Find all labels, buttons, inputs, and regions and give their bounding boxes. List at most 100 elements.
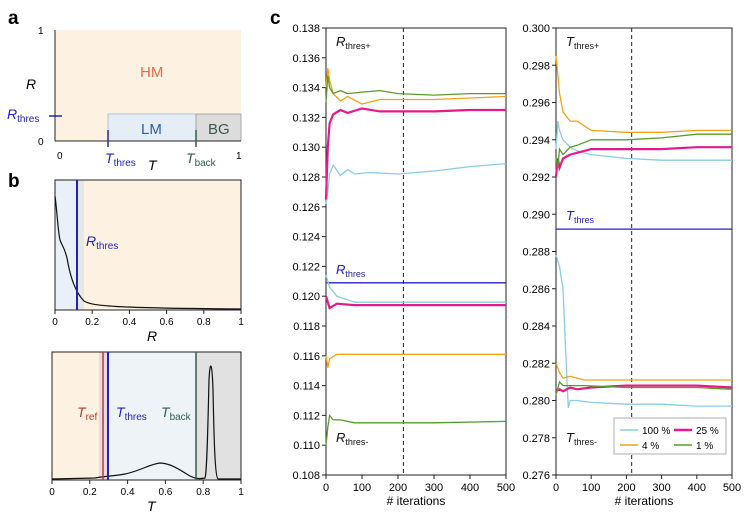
y-tick-label: 0.284 (522, 321, 550, 333)
t-distribution-curve (51, 365, 241, 480)
plot-frame (325, 27, 507, 476)
chart-right: 0.300 0.298 0.296 0.294 0.292 0.290 0.288 0.286… (522, 23, 741, 508)
rb-x-tick-label: 0.6 (160, 317, 174, 328)
tb-hm-region (52, 352, 103, 480)
x-tick-label: 100 (582, 482, 600, 494)
tthres-label: Tthres (105, 150, 136, 169)
series-line-lower (325, 413, 507, 446)
x-tick-label: 0 (323, 482, 329, 494)
rb-x-label: R (147, 328, 157, 344)
rb-rthres-label: Rthres (86, 233, 118, 252)
panel-label-a: a (8, 8, 19, 29)
y-tick-label: 0.114 (293, 381, 320, 393)
series-line-lower (555, 384, 733, 393)
r-distribution-curve (54, 195, 242, 310)
rb-x-tick-label: 0.4 (122, 317, 136, 328)
panel-a-ytick-0: 0 (38, 137, 44, 148)
tb-x-tick-label: 0.6 (158, 487, 172, 498)
threshold-label: Rthres+ (336, 34, 371, 51)
threshold-label-main: T (566, 34, 575, 49)
legend-entry: 25 % (696, 426, 719, 437)
y-tick-label: 0.286 (522, 284, 550, 296)
rb-uncertainty-band (77, 180, 84, 310)
chart-left: 0.138 0.136 0.134 0.132 0.130 0.128 0.126 0.124… (292, 23, 515, 508)
threshold-label-main: R (336, 430, 345, 445)
panel-b-bottom: Tref Tthres Tback 0 0.2 0.4 0.6 0.8 1 T (49, 351, 244, 514)
hm-label: HM (140, 64, 163, 81)
panel-a-xtick-1: 1 (236, 151, 242, 162)
legend-entry: 100 % (642, 426, 670, 437)
y-tick-label: 0.294 (522, 135, 550, 147)
y-tick-label: 0.282 (522, 358, 550, 370)
tb-frame (51, 351, 242, 481)
threshold-label-sub: thres- (574, 437, 597, 447)
y-tick-label: 0.138 (292, 23, 320, 35)
x-tick-label: 400 (688, 482, 706, 494)
y-tick-label: 0.288 (522, 247, 550, 259)
y-tick-label: 0.132 (292, 112, 320, 124)
threshold-label-sub: thres (345, 269, 366, 279)
x-axis-label: # iterations (615, 494, 674, 508)
lm-label: LM (141, 121, 162, 138)
x-tick-label: 200 (389, 482, 407, 494)
y-tick-label: 0.124 (292, 232, 320, 244)
series-line-lower (555, 255, 732, 409)
series-line-upper (325, 68, 507, 105)
tb-x-ticks: 0 0.2 0.4 0.6 0.8 1 (49, 480, 244, 498)
bg-label: BG (208, 121, 230, 138)
y-tick-label: 0.276 (522, 470, 550, 482)
threshold-label-main: R (336, 34, 345, 49)
y-tick-label: 0.110 (293, 440, 320, 452)
tb-x-tick-label: 0 (49, 487, 55, 498)
y-tick-label: 0.112 (293, 410, 320, 422)
x-tick-label: 500 (723, 482, 741, 494)
y-tick-label: 0.290 (522, 209, 550, 221)
threshold-label-main: T (566, 208, 575, 223)
series-line-lower (555, 363, 732, 381)
tb-bg-region (196, 352, 241, 480)
threshold-label-sub: thres+ (574, 41, 599, 51)
rb-frame (54, 179, 242, 311)
tb-tref-label: Tref (77, 404, 97, 423)
panel-a: 1 0 0 1 R T HM LM BG Rthres Tthres Tback (7, 26, 242, 173)
panel-a-ytick-1: 1 (38, 26, 44, 37)
y-tick-label: 0.130 (292, 142, 320, 154)
threshold-label-sub: thres+ (345, 41, 370, 51)
panel-a-xtick-0: 0 (57, 151, 63, 162)
x-axis-label: # iterations (387, 494, 446, 508)
y-tick-label: 0.296 (522, 98, 550, 110)
panel-label-c: c (270, 8, 281, 29)
x-tick-label: 400 (461, 482, 479, 494)
panel-label-b: b (8, 171, 20, 192)
y-tick-label: 0.122 (292, 261, 320, 273)
tb-x-label: T (147, 498, 157, 514)
y-tick-label: 0.280 (522, 396, 550, 408)
x-tick-label: 100 (353, 482, 371, 494)
threshold-label-sub: thres (574, 215, 595, 225)
bg-region (195, 113, 242, 142)
legend-entry: 4 % (642, 441, 659, 452)
y-tick-label: 0.126 (292, 202, 320, 214)
x-tick-label: 300 (652, 482, 670, 494)
rb-hm-region (55, 180, 241, 310)
threshold-label-main: R (336, 262, 345, 277)
y-tick-label: 0.134 (292, 83, 320, 95)
panel-a-y-label: R (26, 76, 36, 92)
threshold-label: Rthres (336, 262, 366, 279)
tb-tback-label: Tback (161, 404, 192, 423)
y-tick-label: 0.278 (522, 433, 550, 445)
x-tick-label: 500 (497, 482, 515, 494)
y-tick-label: 0.118 (293, 321, 320, 333)
threshold-label-main: T (566, 430, 575, 445)
rb-low-region (55, 180, 77, 310)
rb-x-tick-label: 0 (52, 317, 58, 328)
y-tick-label: 0.108 (292, 470, 320, 482)
series-line-upper (555, 120, 732, 161)
threshold-label: Tthres (566, 208, 594, 225)
series-line-upper (555, 133, 732, 168)
y-tick-label: 0.300 (522, 23, 550, 35)
rthres-label: Rthres (7, 106, 39, 125)
tb-x-tick-label: 0.2 (83, 487, 97, 498)
y-tick-label: 0.116 (293, 351, 320, 363)
rb-x-ticks: 0 0.2 0.4 0.6 0.8 1 (52, 310, 244, 328)
